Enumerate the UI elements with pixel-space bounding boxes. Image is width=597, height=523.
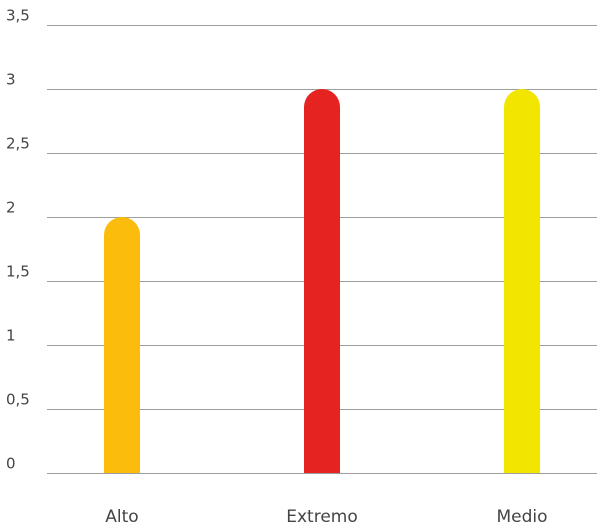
x-category-label: Extremo (286, 507, 358, 523)
bar-alto (104, 217, 140, 473)
y-tick-label: 0 (6, 455, 16, 473)
y-tick-label: 0,5 (6, 391, 30, 409)
y-tick-label: 1,5 (6, 263, 30, 281)
y-tick-label: 2 (6, 199, 16, 217)
y-tick-label: 2,5 (6, 135, 30, 153)
y-tick-label: 3,5 (6, 7, 30, 25)
y-tick-label: 3 (6, 71, 16, 89)
x-category-label: Alto (105, 507, 138, 523)
bars (104, 89, 540, 473)
y-axis-tick-labels: 0 0,5 1 1,5 2 2,5 3 3,5 (6, 7, 30, 473)
x-axis-category-labels: Alto Extremo Medio (105, 507, 547, 523)
bar-medio (504, 89, 540, 473)
y-tick-label: 1 (6, 327, 16, 345)
x-category-label: Medio (496, 507, 547, 523)
bar-extremo (304, 89, 340, 473)
